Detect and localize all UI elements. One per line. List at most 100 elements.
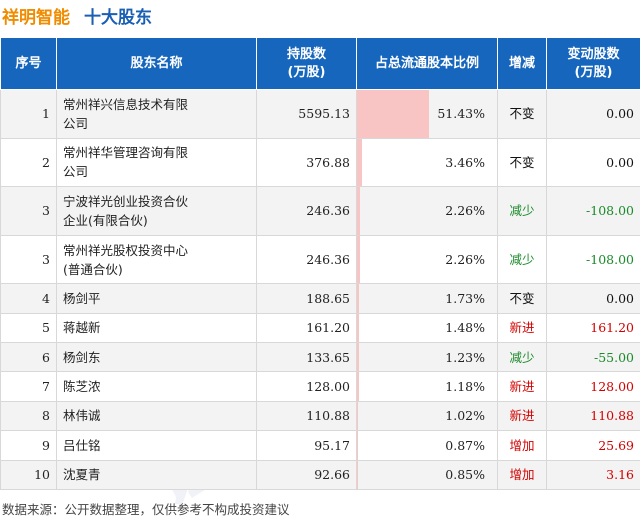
change-status: 新进 <box>498 372 547 401</box>
row-index: 9 <box>1 431 57 460</box>
change-status: 减少 <box>498 343 547 372</box>
ratio-bar <box>357 461 358 489</box>
shares-held: 92.66 <box>257 460 357 489</box>
ratio-text: 3.46% <box>445 155 491 170</box>
shareholder-name: 林伟诚 <box>57 401 257 430</box>
ratio-text: 1.02% <box>445 408 491 423</box>
col-header-shares: 持股数 (万股) <box>257 38 357 90</box>
ratio-bar <box>357 187 360 235</box>
row-index: 3 <box>1 235 57 284</box>
holding-ratio: 1.73% <box>357 284 498 313</box>
page-title: 祥明智能 <box>2 3 70 28</box>
shares-held: 188.65 <box>257 284 357 313</box>
change-status: 增加 <box>498 460 547 489</box>
shares-held: 95.17 <box>257 431 357 460</box>
ratio-text: 0.87% <box>445 438 491 453</box>
change-amount: 0.00 <box>547 90 640 139</box>
change-amount: 128.00 <box>547 372 640 401</box>
ratio-text: 1.18% <box>445 379 491 394</box>
holding-ratio: 51.43% <box>357 90 498 139</box>
change-amount: 161.20 <box>547 313 640 342</box>
ratio-bar <box>357 402 358 430</box>
ratio-text: 2.26% <box>445 252 491 267</box>
shares-held: 246.36 <box>257 235 357 284</box>
row-index: 10 <box>1 460 57 489</box>
ratio-text: 2.26% <box>445 203 491 218</box>
ratio-text: 1.48% <box>445 320 491 335</box>
ratio-text: 1.73% <box>445 291 491 306</box>
change-amount: 0.00 <box>547 138 640 187</box>
page-subtitle: 十大股东 <box>84 3 152 28</box>
change-status: 新进 <box>498 313 547 342</box>
holding-ratio: 1.48% <box>357 313 498 342</box>
holding-ratio: 1.02% <box>357 401 498 430</box>
shares-held: 5595.13 <box>257 90 357 139</box>
ratio-text: 0.85% <box>445 467 491 482</box>
shareholder-name: 杨剑平 <box>57 284 257 313</box>
ratio-bar <box>357 343 359 371</box>
shareholder-name: 杨剑东 <box>57 343 257 372</box>
change-status: 增加 <box>498 431 547 460</box>
row-index: 6 <box>1 343 57 372</box>
holding-ratio: 0.85% <box>357 460 498 489</box>
ratio-bar <box>357 139 362 187</box>
shares-held: 246.36 <box>257 187 357 236</box>
shares-held: 161.20 <box>257 313 357 342</box>
change-status: 不变 <box>498 90 547 139</box>
holding-ratio: 1.23% <box>357 343 498 372</box>
shareholders-table: 序号 股东名称 持股数 (万股) 占总流通股本比例 增减 变动股数 (万股) 1… <box>0 37 640 490</box>
col-header-index: 序号 <box>1 38 57 90</box>
row-index: 8 <box>1 401 57 430</box>
shareholder-name: 吕仕铭 <box>57 431 257 460</box>
shareholder-name: 陈芝浓 <box>57 372 257 401</box>
change-amount: 3.16 <box>547 460 640 489</box>
change-amount: 110.88 <box>547 401 640 430</box>
ratio-bar <box>357 372 359 400</box>
shareholder-name: 常州祥光股权投资中心 (普通合伙) <box>57 235 257 284</box>
change-amount: -108.00 <box>547 187 640 236</box>
row-index: 4 <box>1 284 57 313</box>
shareholder-name: 常州祥兴信息技术有限 公司 <box>57 90 257 139</box>
ratio-text: 51.43% <box>437 106 491 121</box>
change-status: 减少 <box>498 235 547 284</box>
col-header-status: 增减 <box>498 38 547 90</box>
change-amount: -108.00 <box>547 235 640 284</box>
holding-ratio: 1.18% <box>357 372 498 401</box>
row-index: 7 <box>1 372 57 401</box>
shares-held: 128.00 <box>257 372 357 401</box>
shareholder-name: 沈夏青 <box>57 460 257 489</box>
shareholder-name: 宁波祥光创业投资合伙 企业(有限合伙) <box>57 187 257 236</box>
ratio-bar <box>357 314 359 342</box>
table-header-row: 序号 股东名称 持股数 (万股) 占总流通股本比例 增减 变动股数 (万股) <box>1 38 640 90</box>
holding-ratio: 0.87% <box>357 431 498 460</box>
change-amount: -55.00 <box>547 343 640 372</box>
change-amount: 0.00 <box>547 284 640 313</box>
shares-held: 133.65 <box>257 343 357 372</box>
shareholder-name: 常州祥华管理咨询有限 公司 <box>57 138 257 187</box>
holding-ratio: 2.26% <box>357 187 498 236</box>
col-header-change: 变动股数 (万股) <box>547 38 640 90</box>
row-index: 2 <box>1 138 57 187</box>
col-header-ratio: 占总流通股本比例 <box>357 38 498 90</box>
ratio-bar <box>357 431 358 459</box>
data-source-note: 数据来源：公开数据整理，仅供参考不构成投资建议 <box>2 499 290 518</box>
title-row: 祥明智能 十大股东 <box>2 2 152 28</box>
ratio-bar <box>357 236 360 284</box>
row-index: 1 <box>1 90 57 139</box>
ratio-text: 1.23% <box>445 350 491 365</box>
holding-ratio: 2.26% <box>357 235 498 284</box>
shares-held: 110.88 <box>257 401 357 430</box>
change-status: 新进 <box>498 401 547 430</box>
holding-ratio: 3.46% <box>357 138 498 187</box>
